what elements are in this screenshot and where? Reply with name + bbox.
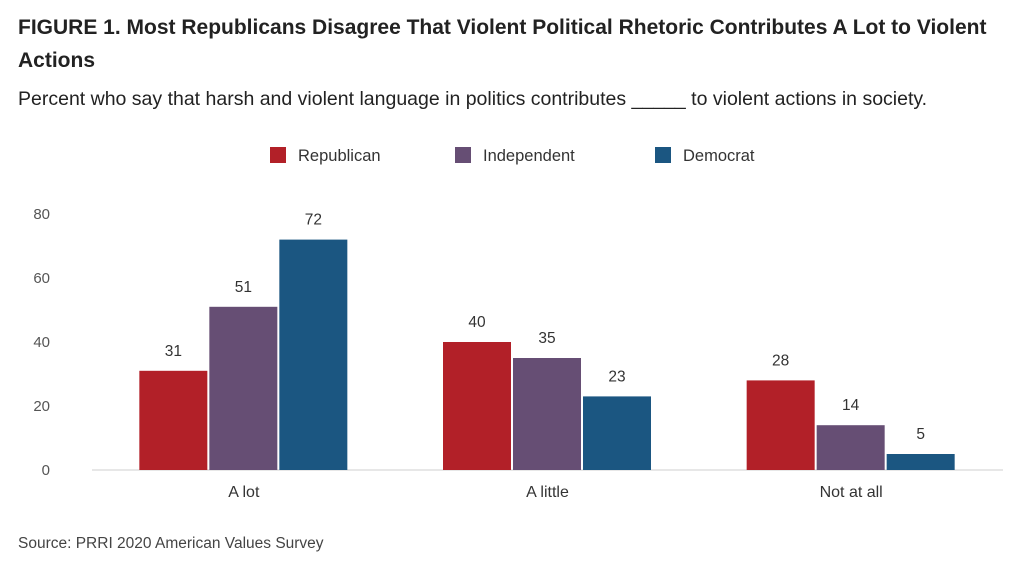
data-label: 72: [305, 212, 322, 229]
bars: [139, 239, 955, 470]
data-label: 5: [916, 426, 925, 443]
bar-democrat-not-at-all: [886, 454, 955, 470]
legend-label-democrat: Democrat: [683, 147, 755, 165]
x-tick-label: Not at all: [820, 484, 883, 501]
legend-swatch-republican: [270, 147, 286, 163]
data-labels: 31 51 72 40 35 23 28 14 5: [165, 212, 925, 443]
bar-independent-not-at-all: [816, 425, 885, 470]
y-tick-label: 60: [33, 270, 50, 287]
bar-republican-not-at-all: [746, 380, 815, 470]
figure-title: FIGURE 1. Most Republicans Disagree That…: [18, 16, 987, 72]
x-tick-label: A little: [526, 484, 569, 501]
bar-republican-a-lot: [139, 370, 208, 470]
legend: Republican Independent Democrat: [270, 147, 755, 165]
legend-swatch-democrat: [655, 147, 671, 163]
y-axis: 0 20 40 60 80: [33, 206, 50, 479]
source-note: Source: PRRI 2020 American Values Survey: [18, 535, 324, 552]
data-label: 23: [608, 368, 625, 385]
data-label: 14: [842, 397, 860, 414]
x-axis: A lot A little Not at all: [228, 484, 882, 501]
legend-label-republican: Republican: [298, 147, 381, 165]
bar-republican-a-little: [443, 342, 511, 470]
y-tick-label: 0: [42, 462, 50, 479]
y-tick-label: 80: [33, 206, 50, 223]
y-tick-label: 40: [33, 334, 50, 351]
data-label: 35: [538, 330, 555, 347]
bar-independent-a-lot: [209, 306, 278, 470]
data-label: 31: [165, 343, 182, 360]
legend-swatch-independent: [455, 147, 471, 163]
bar-democrat-a-lot: [279, 239, 348, 470]
data-label: 51: [235, 279, 252, 296]
legend-label-independent: Independent: [483, 147, 575, 165]
figure-subtitle: Percent who say that harsh and violent l…: [18, 88, 928, 110]
y-tick-label: 20: [33, 398, 50, 415]
x-tick-label: A lot: [228, 484, 260, 501]
data-label: 40: [468, 314, 486, 331]
bar-independent-a-little: [513, 358, 581, 470]
data-label: 28: [772, 352, 789, 369]
bar-democrat-a-little: [583, 396, 651, 470]
